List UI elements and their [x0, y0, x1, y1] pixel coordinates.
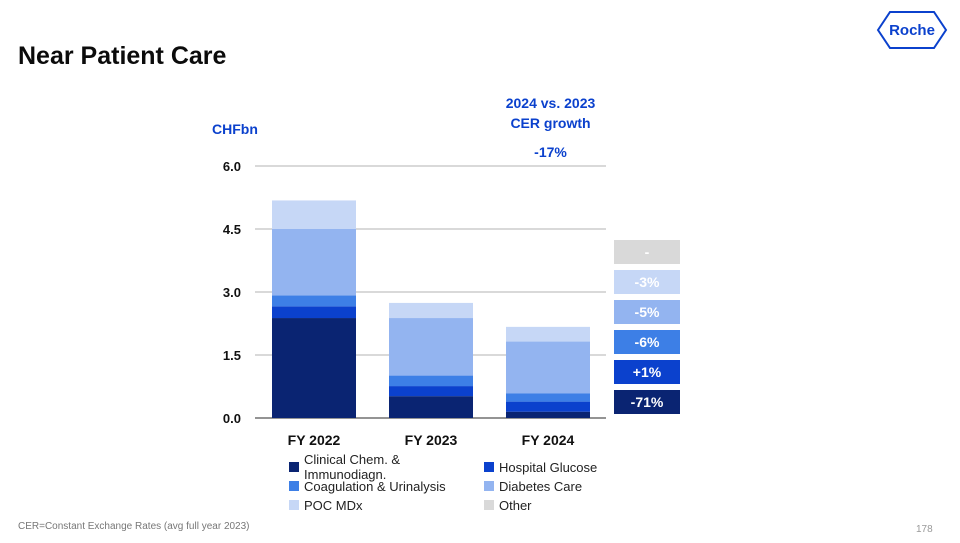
bar-segment-clinical — [389, 396, 473, 418]
legend-label: Clinical Chem. & Immunodiagn. — [304, 452, 401, 482]
growth-badge: -71% — [614, 390, 680, 414]
legend-item-other: Other — [484, 496, 609, 514]
legend-label: Other — [499, 497, 532, 513]
legend-item-clinical: Clinical Chem. & Immunodiagn. — [289, 452, 484, 482]
chart-legend: Clinical Chem. & Immunodiagn. Hospital Gl… — [289, 452, 609, 514]
y-tick-label: 0.0 — [223, 411, 241, 426]
growth-header-line1: 2024 vs. 2023 — [505, 95, 596, 111]
legend-item-diabetes: Diabetes Care — [484, 477, 609, 495]
y-tick-label: 6.0 — [223, 159, 241, 174]
y-tick-label: 4.5 — [223, 222, 241, 237]
legend-swatch — [289, 462, 299, 472]
bar-segment-coagulation — [389, 375, 473, 387]
page-title: Near Patient Care — [18, 42, 227, 70]
bar-segment-diabetes — [506, 341, 590, 394]
page-number: 178 — [916, 524, 933, 535]
bar-segment-hospital — [506, 401, 590, 412]
growth-header: 2024 vs. 2023 CER growth — [478, 93, 623, 133]
growth-badge: -3% — [614, 270, 680, 294]
legend-label: Diabetes Care — [499, 478, 583, 494]
legend-swatch — [484, 500, 494, 510]
growth-badge: -5% — [614, 300, 680, 324]
legend-label: Hospital Glucose — [499, 459, 598, 475]
roche-logo: Roche — [876, 11, 948, 49]
y-tick-label: 1.5 — [223, 348, 241, 363]
legend-item-hospital: Hospital Glucose — [484, 458, 609, 476]
bar-segment-diabetes — [389, 318, 473, 376]
bar-segment-coagulation — [506, 393, 590, 402]
growth-badge: +1% — [614, 360, 680, 384]
x-category-label: FY 2024 — [522, 432, 575, 448]
growth-badge: - — [614, 240, 680, 264]
growth-badge: -6% — [614, 330, 680, 354]
bar-segment-poc — [389, 302, 473, 319]
legend-swatch — [484, 462, 494, 472]
legend-item-coagulation: Coagulation & Urinalysis — [289, 477, 484, 495]
bar-segment-diabetes — [272, 229, 356, 296]
x-category-label: FY 2022 — [288, 432, 341, 448]
footnote: CER=Constant Exchange Rates (avg full ye… — [18, 521, 250, 532]
bar-segment-clinical — [272, 318, 356, 418]
y-tick-label: 3.0 — [223, 285, 241, 300]
y-axis-unit: CHFbn — [212, 121, 258, 137]
bar-segment-coagulation — [272, 295, 356, 307]
legend-label: POC MDx — [304, 497, 363, 513]
legend-swatch — [289, 481, 299, 491]
legend-item-poc: POC MDx — [289, 496, 484, 514]
logo-text: Roche — [889, 22, 935, 39]
growth-badges: - -3% -5% -6% +1% -71% — [614, 240, 680, 420]
bar-segment-hospital — [389, 386, 473, 397]
legend-swatch — [289, 500, 299, 510]
bar-segment-poc — [506, 326, 590, 342]
x-category-label: FY 2023 — [405, 432, 458, 448]
legend-swatch — [484, 481, 494, 491]
bar-segment-clinical — [506, 411, 590, 418]
growth-header-line2: CER growth — [510, 115, 591, 131]
legend-label: Coagulation & Urinalysis — [304, 478, 446, 494]
bar-segment-hospital — [272, 306, 356, 319]
bar-segment-poc — [272, 200, 356, 229]
growth-total: -17% — [534, 144, 567, 160]
